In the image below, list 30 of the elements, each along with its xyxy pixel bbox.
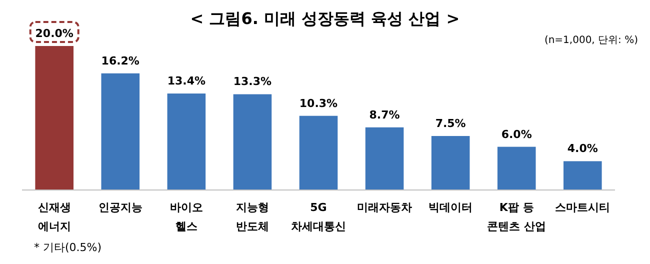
- data-label: 7.5%: [435, 117, 466, 130]
- chart-title: < 그림6. 미래 성장동력 육성 산업 >: [190, 9, 460, 28]
- bar: [365, 127, 404, 190]
- data-label: 16.2%: [101, 54, 140, 68]
- bar: [563, 161, 602, 190]
- data-label: 6.0%: [501, 128, 532, 141]
- data-label: 10.3%: [299, 96, 338, 110]
- x-tick-label: 바이오 헬스: [170, 201, 203, 233]
- data-label: 4.0%: [567, 142, 598, 156]
- x-tick-label: 인공지능: [98, 201, 142, 214]
- bar: [233, 94, 272, 190]
- data-label: 13.3%: [233, 75, 272, 88]
- x-tick-label: 스마트시티: [555, 201, 610, 214]
- text: * 기타(0.5%): [34, 241, 102, 254]
- bar: [497, 146, 536, 190]
- x-tick-label: K팝 등 콘텐츠 산업: [487, 201, 546, 233]
- data-label: 13.4%: [167, 74, 206, 88]
- bar: [299, 116, 338, 190]
- x-tick-label: 신재생 에너지: [38, 201, 71, 233]
- bar: [101, 73, 140, 190]
- x-tick-label: 빅데이터: [428, 201, 473, 214]
- data-label: 20.0%: [35, 27, 74, 40]
- bar: [35, 46, 74, 190]
- x-tick-label: 5G 차세대통신: [291, 201, 346, 233]
- bar: [431, 136, 470, 190]
- x-tick-label: 미래자동차: [357, 201, 412, 214]
- x-tick-label: 지능형 반도체: [234, 201, 269, 233]
- data-label: 8.7%: [369, 108, 400, 122]
- bar: [167, 94, 206, 190]
- annotation: (n=1,000, 단위: %): [544, 35, 638, 46]
